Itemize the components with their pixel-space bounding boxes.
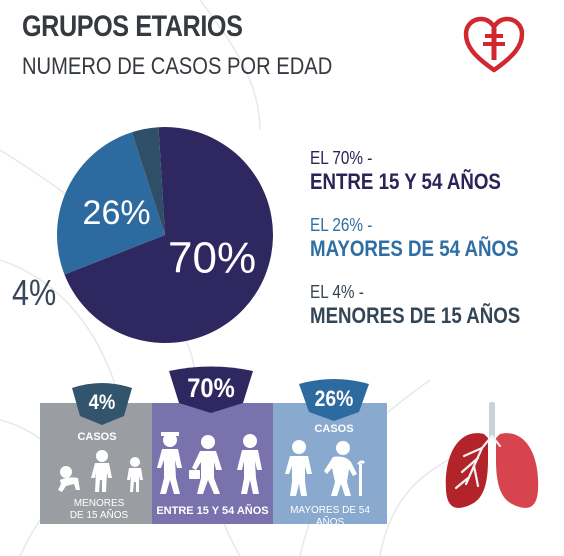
legend-item-4-line1: EL 4% - xyxy=(310,282,364,302)
age-group-tab-adults: 70% xyxy=(169,365,253,413)
age-group-percent-elderly: 26% xyxy=(314,386,354,411)
slice-label-26: 26% xyxy=(83,194,151,232)
age-group-percent-children: 4% xyxy=(88,391,116,414)
slice-label-4: 4% xyxy=(12,272,57,313)
legend-item-26-line2: MAYORES DE 54 AÑOS xyxy=(310,236,519,261)
page-subtitle: NUMERO DE CASOS POR EDAD xyxy=(22,53,333,80)
heart-double-cross-icon xyxy=(463,16,525,73)
elderly-figures-icon xyxy=(285,440,365,496)
age-group-percent-adults: 70% xyxy=(187,373,235,403)
lungs-icon xyxy=(445,402,539,508)
casos-label-children: CASOS xyxy=(77,431,117,443)
legend-item-70: EL 70% - ENTRE 15 Y 54 AÑOS xyxy=(310,147,523,195)
legend-item-26: EL 26% - MAYORES DE 54 AÑOS xyxy=(310,214,523,262)
slice-label-70: 70% xyxy=(168,234,256,283)
page-title: GRUPOS ETARIOS xyxy=(22,10,243,43)
age-group-label-adults: ENTRE 15 Y 54 AÑOS xyxy=(156,505,269,517)
casos-label-elderly: CASOS xyxy=(314,423,354,435)
age-group-label-children: MENORES DE 15 AÑOS xyxy=(64,498,134,522)
legend-item-4: EL 4% - MENORES DE 15 AÑOS xyxy=(310,281,523,329)
adult-figures-icon xyxy=(157,432,262,494)
age-group-label-children-line1: MENORES xyxy=(73,498,125,509)
child-figures-icon xyxy=(58,450,143,492)
age-group-label-children-line2: DE 15 AÑOS xyxy=(69,510,129,521)
legend-item-70-line1: EL 70% - xyxy=(310,148,373,168)
legend-item-26-line1: EL 26% - xyxy=(310,215,373,235)
age-group-tab-elderly: 26% xyxy=(299,376,369,421)
pie-slice-26 xyxy=(57,132,166,275)
age-group-label-elderly: MAYORES DE 54 AÑOS xyxy=(290,505,370,528)
pie-chart: 70% 26% xyxy=(57,127,274,343)
pie-slice-70 xyxy=(64,127,274,343)
legend-item-70-line2: ENTRE 15 Y 54 AÑOS xyxy=(310,169,501,194)
pie-slice-4 xyxy=(131,127,165,235)
age-group-tab-children: 4% xyxy=(72,380,132,425)
legend-item-4-line2: MENORES DE 15 AÑOS xyxy=(310,303,521,328)
